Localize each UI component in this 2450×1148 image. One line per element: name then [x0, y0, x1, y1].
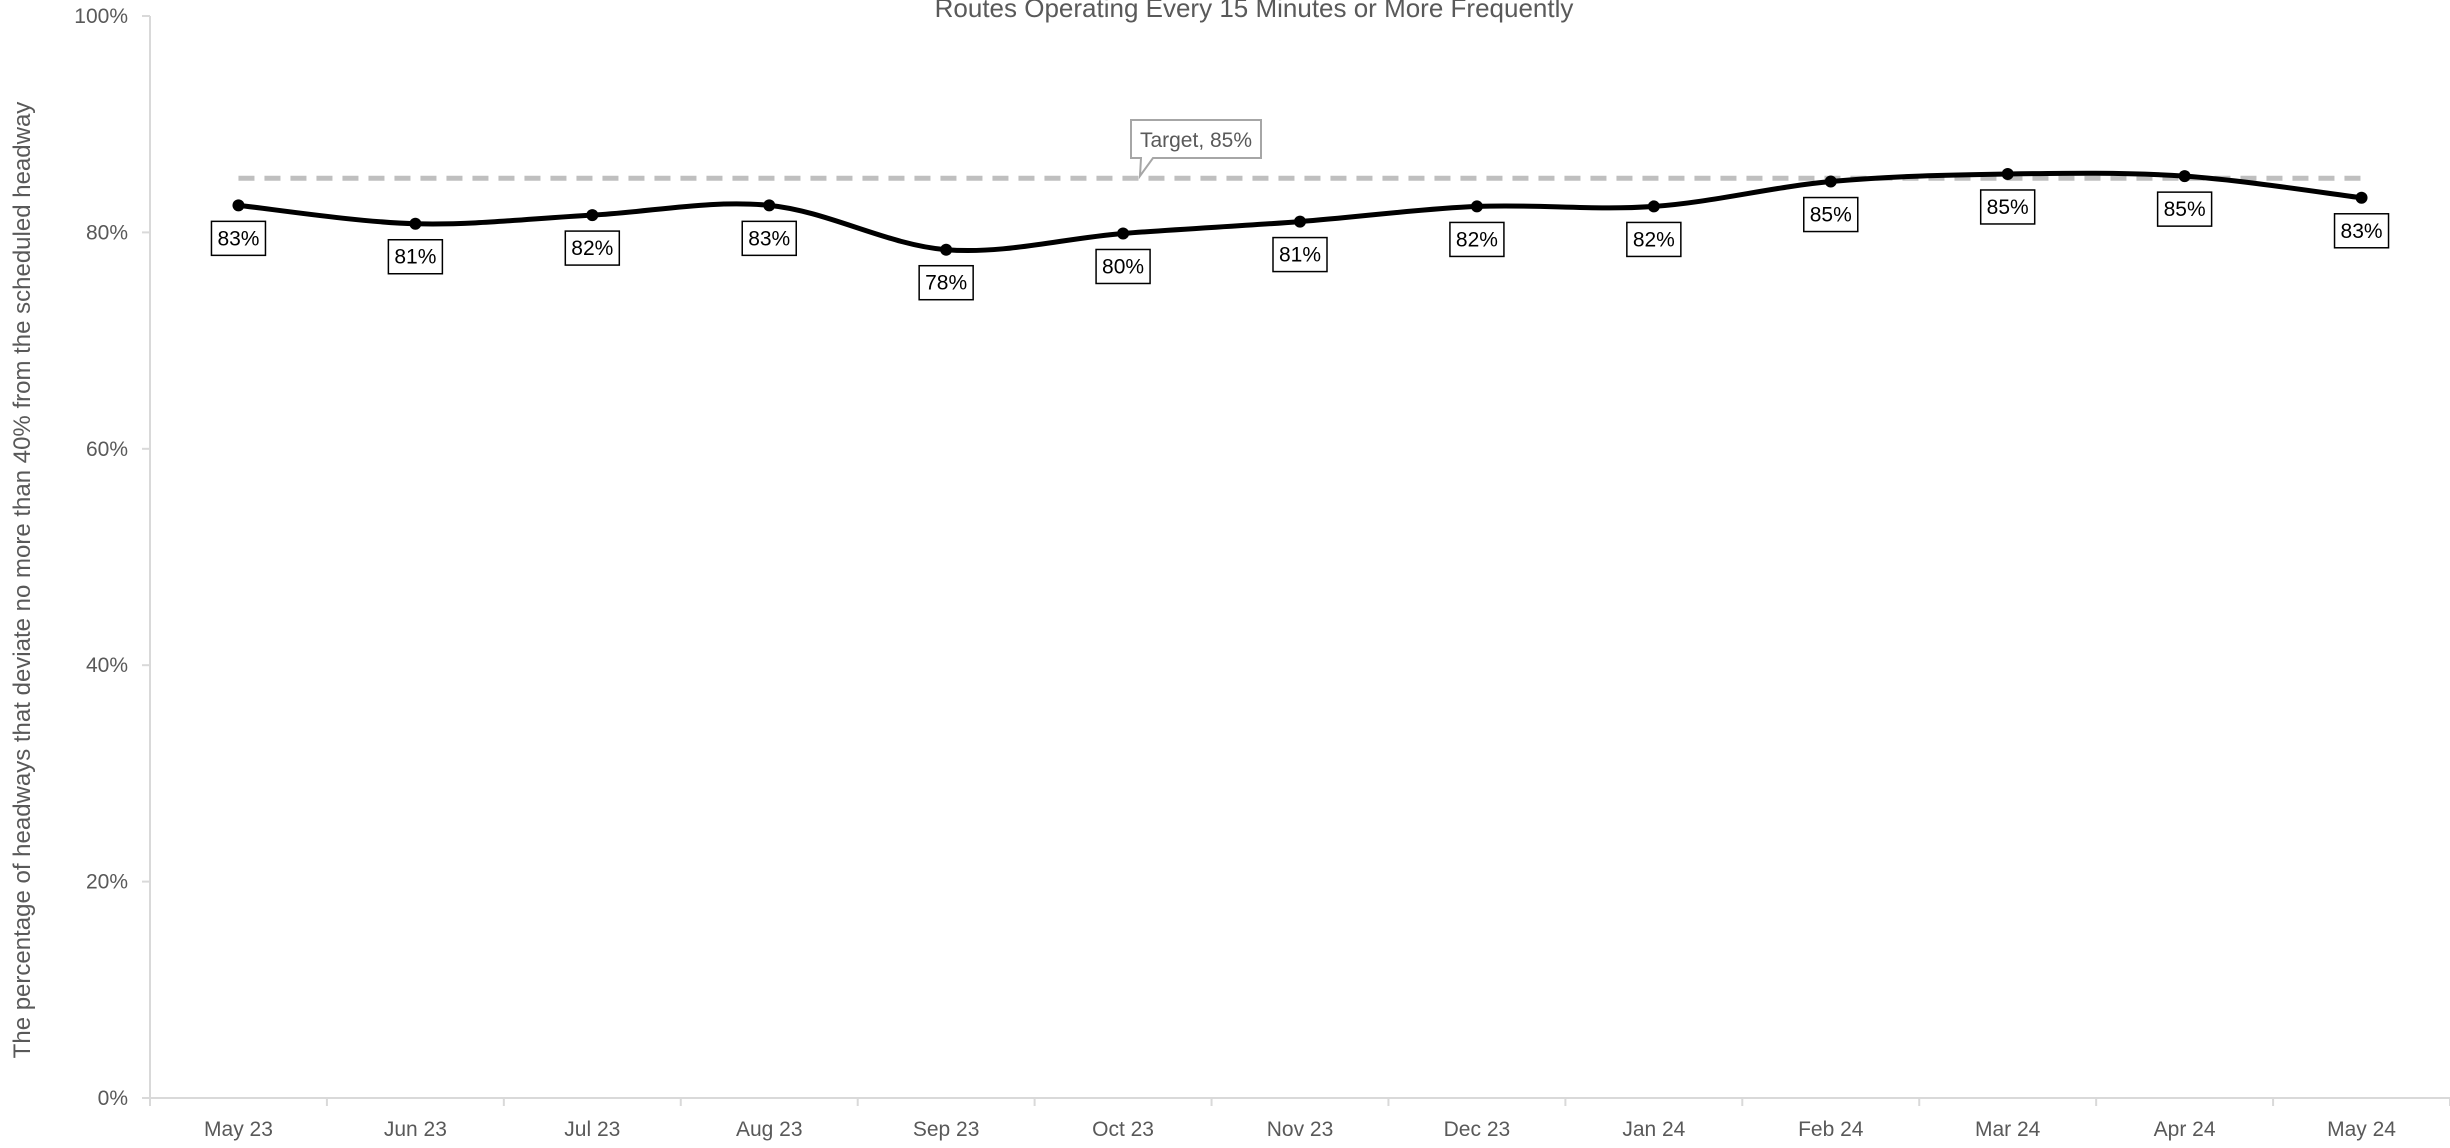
data-label-box	[210, 220, 267, 257]
target-label: Target, 85%	[1140, 129, 1252, 152]
x-tick-label: Jun 23	[384, 1118, 447, 1141]
data-point-aug-23	[763, 199, 776, 212]
y-tick-label: 0%	[98, 1087, 128, 1110]
y-tick-label: 20%	[86, 871, 128, 894]
x-tick-label: May 24	[2327, 1118, 2396, 1141]
data-label-box	[1449, 221, 1505, 258]
x-tick-label: May 23	[204, 1118, 273, 1141]
data-label: 82%	[1633, 228, 1675, 251]
data-label-box	[2333, 213, 2390, 249]
series-group	[232, 167, 2368, 256]
x-tick-label: Aug 23	[736, 1118, 803, 1141]
axes: 0% 20% 40% 60% 80% 100% May 23 Jun 23 Jul 23 Aug …	[74, 5, 2450, 1141]
data-label-box	[387, 238, 444, 275]
data-label: 80%	[1102, 255, 1144, 278]
data-label-box	[1272, 236, 1328, 273]
data-labels-group: 83% 81% 82% 83% 78% 80% 81% 82% 82% 85% 85% 85% 83%	[210, 189, 2390, 301]
data-label: 81%	[1279, 244, 1321, 267]
target-line-group: Target, 85%	[238, 119, 2362, 181]
data-label: 83%	[2341, 220, 2383, 243]
data-point-jun-23	[409, 217, 422, 230]
data-point-oct-23	[1117, 227, 1130, 240]
data-point-sep-23	[940, 243, 953, 256]
data-label-box	[1095, 248, 1151, 285]
x-tick-label: Dec 23	[1444, 1118, 1511, 1141]
data-label-box	[564, 230, 621, 266]
data-point-may-24	[2355, 191, 2368, 204]
data-label: 83%	[748, 227, 790, 250]
x-tick-label: Feb 24	[1798, 1118, 1864, 1141]
data-label-box	[2156, 191, 2213, 227]
data-label-box	[918, 264, 974, 301]
data-point-feb-24	[1824, 175, 1837, 188]
y-tick-label: 80%	[86, 221, 128, 244]
data-label: 83%	[217, 227, 259, 250]
data-point-jul-23	[586, 209, 599, 222]
data-label-box	[1979, 189, 2036, 225]
target-callout-box	[1130, 119, 1262, 180]
data-label-box	[1803, 196, 1859, 233]
data-point-jan-24	[1647, 200, 1660, 213]
x-tick-label: Mar 24	[1975, 1118, 2041, 1141]
data-label: 85%	[1987, 196, 2029, 219]
data-point-dec-23	[1470, 200, 1483, 213]
x-tick-label: Jul 23	[564, 1118, 620, 1141]
data-label: 82%	[1456, 228, 1498, 251]
data-point-may-23	[232, 199, 245, 212]
data-label: 82%	[571, 237, 613, 260]
data-point-mar-24	[2001, 167, 2014, 180]
y-axis-title: The percentage of headways that deviate …	[9, 102, 36, 1059]
x-tick-label: Oct 23	[1092, 1118, 1154, 1141]
data-label: 81%	[394, 246, 436, 269]
data-point-apr-24	[2178, 170, 2191, 183]
data-label: 78%	[925, 272, 967, 295]
data-point-nov-23	[1294, 215, 1306, 228]
data-label-box	[741, 220, 797, 257]
y-tick-label: 40%	[86, 654, 128, 677]
x-tick-label: Jan 24	[1622, 1118, 1685, 1141]
x-tick-label: Nov 23	[1267, 1118, 1334, 1141]
chart-title: Routes Operating Every 15 Minutes or Mor…	[935, 0, 1574, 23]
x-tick-label: Apr 24	[2154, 1118, 2216, 1141]
y-tick-label: 60%	[86, 438, 128, 461]
data-label-box	[1626, 221, 1682, 258]
y-tick-label: 100%	[74, 5, 128, 28]
x-tick-label: Sep 23	[913, 1118, 980, 1141]
data-label: 85%	[1810, 204, 1852, 227]
data-label: 85%	[2164, 198, 2206, 221]
